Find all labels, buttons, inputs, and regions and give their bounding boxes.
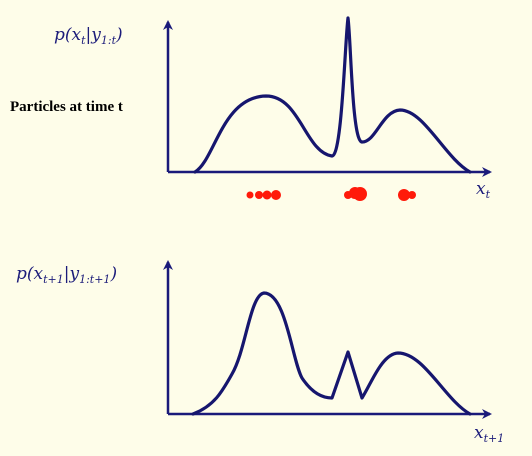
bottom-y-axis-label: p(xt+1|y1:t+1) [16,264,117,286]
particle [353,187,367,201]
particle [246,191,254,199]
bottom-panel: p(xt+1|y1:t+1) xt+1 [16,260,504,445]
top-x-axis-label: xt [476,179,491,201]
particle [408,191,416,199]
particle [262,190,272,200]
particles-label: Particles at time t [10,99,123,115]
top-y-axis-label: p(xt|y1:t) [54,25,123,47]
particles [246,187,416,201]
top-density-curve [193,16,472,174]
particle [271,190,281,200]
particle [255,191,263,199]
bottom-density-curve [191,291,472,416]
top-panel: p(xt|y1:t) Particles at time t xt [10,16,492,201]
bottom-x-axis-label: xt+1 [474,423,504,445]
particle [398,189,410,201]
